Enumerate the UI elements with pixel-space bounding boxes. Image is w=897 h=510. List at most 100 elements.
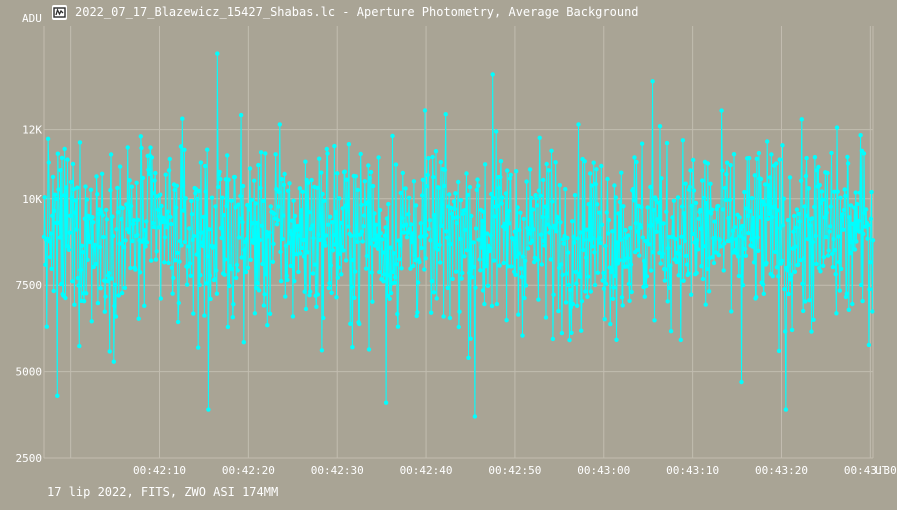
data-point bbox=[66, 247, 72, 252]
data-point bbox=[534, 203, 540, 208]
data-point bbox=[433, 149, 439, 154]
data-point bbox=[149, 258, 154, 263]
data-point bbox=[58, 168, 63, 173]
data-point bbox=[365, 200, 370, 205]
data-point bbox=[587, 237, 592, 242]
data-point bbox=[308, 289, 313, 294]
data-point bbox=[199, 230, 204, 235]
data-point bbox=[755, 235, 760, 240]
light-curve-app-icon[interactable] bbox=[52, 4, 67, 20]
data-point bbox=[691, 188, 697, 193]
data-point bbox=[426, 156, 431, 161]
data-point bbox=[733, 237, 739, 242]
data-point bbox=[412, 253, 417, 258]
data-point bbox=[310, 271, 316, 276]
data-point bbox=[429, 279, 435, 284]
data-point bbox=[704, 201, 709, 206]
data-point bbox=[182, 147, 187, 152]
data-point bbox=[730, 228, 735, 233]
data-point bbox=[442, 183, 447, 189]
data-point bbox=[581, 247, 586, 253]
data-point bbox=[368, 241, 373, 246]
data-point bbox=[832, 248, 838, 253]
data-point bbox=[594, 167, 599, 172]
data-point bbox=[107, 349, 112, 354]
data-point bbox=[547, 230, 552, 235]
data-point bbox=[44, 324, 49, 329]
data-point bbox=[729, 236, 735, 241]
data-point bbox=[153, 257, 159, 262]
data-point bbox=[612, 273, 618, 279]
data-point bbox=[88, 187, 94, 192]
data-point bbox=[330, 248, 336, 253]
data-point bbox=[841, 227, 846, 232]
data-point bbox=[684, 253, 689, 259]
data-point bbox=[207, 227, 212, 232]
data-point bbox=[806, 186, 811, 191]
data-point bbox=[713, 250, 719, 255]
data-point bbox=[618, 237, 623, 242]
data-point bbox=[491, 258, 497, 263]
data-point bbox=[348, 233, 354, 238]
data-point bbox=[381, 279, 386, 284]
data-point bbox=[682, 238, 688, 244]
data-point bbox=[568, 287, 573, 293]
data-point bbox=[812, 204, 817, 210]
data-point bbox=[193, 191, 198, 196]
data-point bbox=[479, 245, 484, 250]
data-point bbox=[46, 160, 51, 165]
data-point bbox=[794, 207, 800, 212]
data-point bbox=[742, 246, 748, 252]
data-point bbox=[431, 175, 436, 180]
data-point bbox=[777, 157, 782, 162]
data-point bbox=[695, 247, 701, 252]
data-point bbox=[574, 281, 579, 286]
data-point bbox=[720, 168, 725, 173]
data-point bbox=[731, 152, 737, 157]
data-point bbox=[262, 292, 267, 297]
data-point bbox=[358, 151, 363, 157]
data-point bbox=[565, 235, 570, 241]
data-point bbox=[438, 160, 444, 165]
data-point bbox=[185, 264, 190, 269]
data-point bbox=[749, 237, 754, 242]
data-point bbox=[458, 198, 464, 203]
data-point bbox=[558, 220, 563, 225]
data-point bbox=[105, 279, 110, 284]
data-point bbox=[200, 243, 206, 249]
data-point bbox=[635, 229, 640, 234]
data-point bbox=[825, 170, 830, 176]
data-point bbox=[131, 218, 137, 223]
data-point bbox=[543, 315, 549, 320]
data-point bbox=[87, 239, 92, 244]
data-point bbox=[764, 260, 769, 266]
data-point bbox=[664, 140, 670, 146]
data-point bbox=[544, 161, 549, 167]
data-point bbox=[82, 216, 88, 221]
data-point bbox=[739, 379, 744, 385]
data-point bbox=[531, 227, 536, 232]
data-point bbox=[797, 219, 802, 224]
data-point bbox=[836, 234, 841, 239]
data-point bbox=[180, 183, 186, 188]
data-point bbox=[667, 285, 672, 290]
data-point bbox=[394, 262, 399, 267]
data-point bbox=[90, 215, 95, 220]
data-point bbox=[135, 217, 141, 223]
data-point bbox=[409, 239, 414, 245]
data-point bbox=[364, 266, 369, 271]
data-point bbox=[603, 243, 608, 249]
data-point bbox=[662, 278, 668, 283]
window-title: 2022_07_17_Blazewicz_15427_Shabas.lc - A… bbox=[75, 5, 639, 19]
data-point bbox=[342, 169, 347, 174]
data-point bbox=[220, 195, 225, 200]
data-point bbox=[425, 172, 430, 178]
data-point bbox=[355, 187, 361, 193]
data-point bbox=[122, 245, 127, 250]
data-point bbox=[212, 276, 217, 282]
data-point bbox=[787, 175, 793, 180]
data-point bbox=[74, 227, 79, 232]
data-point bbox=[399, 266, 404, 271]
data-point bbox=[570, 301, 576, 307]
